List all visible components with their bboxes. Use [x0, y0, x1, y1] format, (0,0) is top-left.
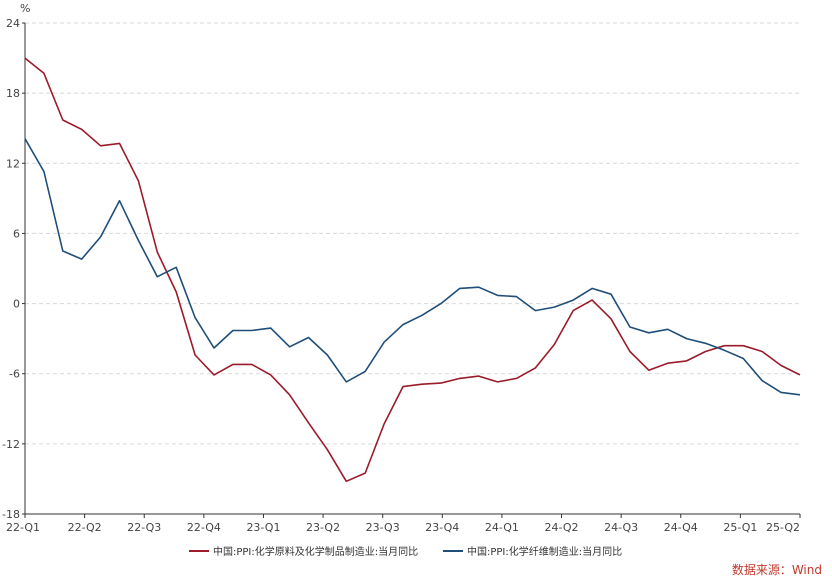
x-tick-label: 23-Q2 — [306, 521, 340, 534]
x-tick-label: 24-Q4 — [664, 521, 698, 534]
x-tick-label: 22-Q1 — [6, 521, 40, 534]
axes — [22, 22, 801, 518]
legend: 中国:PPI:化学原料及化学制品制造业:当月同比 中国:PPI:化学纤维制造业:… — [189, 545, 622, 558]
x-tick-label: 23-Q1 — [246, 521, 280, 534]
y-axis-unit: % — [20, 2, 30, 15]
series-line-chemical-raw-materials — [24, 57, 801, 483]
y-tick-label: 18 — [6, 87, 20, 100]
x-tick-label: 22-Q2 — [68, 521, 102, 534]
x-tick-label: 22-Q4 — [187, 521, 221, 534]
x-tick-label: 25-Q1 — [723, 521, 757, 534]
legend-label-chemical-raw-materials: 中国:PPI:化学原料及化学制品制造业:当月同比 — [213, 545, 418, 558]
x-tick-label: 23-Q4 — [425, 521, 459, 534]
y-tick-labels: -18 -12 -6 0 6 12 18 24 — [2, 17, 20, 521]
x-tick-label: 25-Q2 — [766, 521, 800, 534]
data-source-label: 数据来源：Wind — [732, 562, 822, 577]
x-tick-label: 24-Q1 — [485, 521, 519, 534]
y-tick-label: 12 — [6, 157, 20, 170]
x-tick-label: 22-Q3 — [127, 521, 161, 534]
series-lines — [24, 57, 801, 483]
y-tick-label: -18 — [2, 508, 20, 521]
y-tick-label: -12 — [2, 438, 20, 451]
y-tick-label: 0 — [13, 298, 20, 311]
gridlines — [25, 22, 800, 445]
y-tick-label: 6 — [13, 227, 20, 240]
x-tick-label: 23-Q3 — [366, 521, 400, 534]
y-tick-label: -6 — [9, 368, 20, 381]
y-tick-label: 24 — [6, 17, 20, 30]
series-line-chemical-fiber — [24, 138, 801, 396]
x-tick-label: 24-Q3 — [604, 521, 638, 534]
legend-label-chemical-fiber: 中国:PPI:化学纤维制造业:当月同比 — [467, 545, 622, 558]
x-tick-labels: 22-Q1 22-Q2 22-Q3 22-Q4 23-Q1 23-Q2 23-Q3 23-Q4… — [6, 521, 800, 534]
x-tick-label: 24-Q2 — [545, 521, 579, 534]
